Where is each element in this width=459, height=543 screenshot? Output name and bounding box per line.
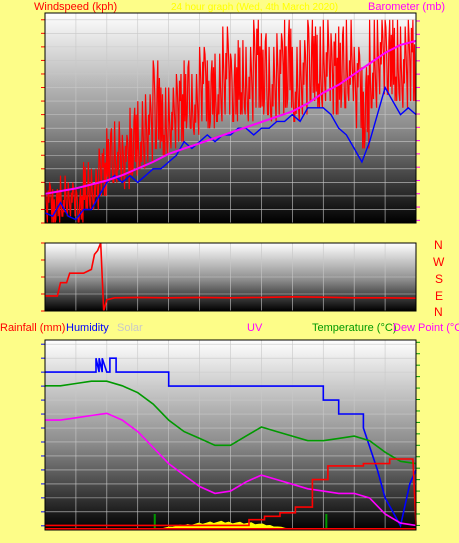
humidity-line [45,357,417,529]
compass-w: W [433,255,445,269]
temperature-line [45,380,417,465]
solar-axis-title: Solar [117,322,143,334]
wind-direction-line [45,242,417,312]
dewpoint-line [45,412,417,527]
chart-title: 24 hour graph (Wed, 4th March 2020) [171,2,338,13]
uv-axis-title: UV [247,322,263,334]
rainfall-line [45,458,417,527]
rain-humidity-axes [41,341,420,527]
wind-direction-series [45,242,417,312]
compass-e: E [435,289,443,303]
rainfall-axis-title: Rainfall (mm) [0,322,65,334]
windspeed-axis-title: Windspeed (kph) [34,1,117,13]
barometer-axis-title: Barometer (mb) [368,1,445,13]
wind-pressure-axes [41,19,420,224]
wind-pressure-frame [44,12,417,224]
rain-humidity-series [45,357,417,530]
wind-pressure-series [44,19,417,224]
humidity-axis-title: Humidity [66,322,109,334]
wind-direction-grid [45,243,417,311]
temperature-axis-title: Temperature (°C) [312,322,396,334]
compass-n-top: N [434,238,443,252]
barometer-line [44,39,417,195]
compass-n-bottom: N [434,305,443,319]
wind-direction-frame [44,242,417,312]
wind-direction-axes [41,242,45,312]
windspeed-line [44,19,416,224]
dewpoint-axis-title: Dew Point (°C) [393,322,459,334]
wind-gust-line [44,85,417,221]
rain-humidity-frame [44,339,417,531]
compass-s: S [435,272,443,286]
